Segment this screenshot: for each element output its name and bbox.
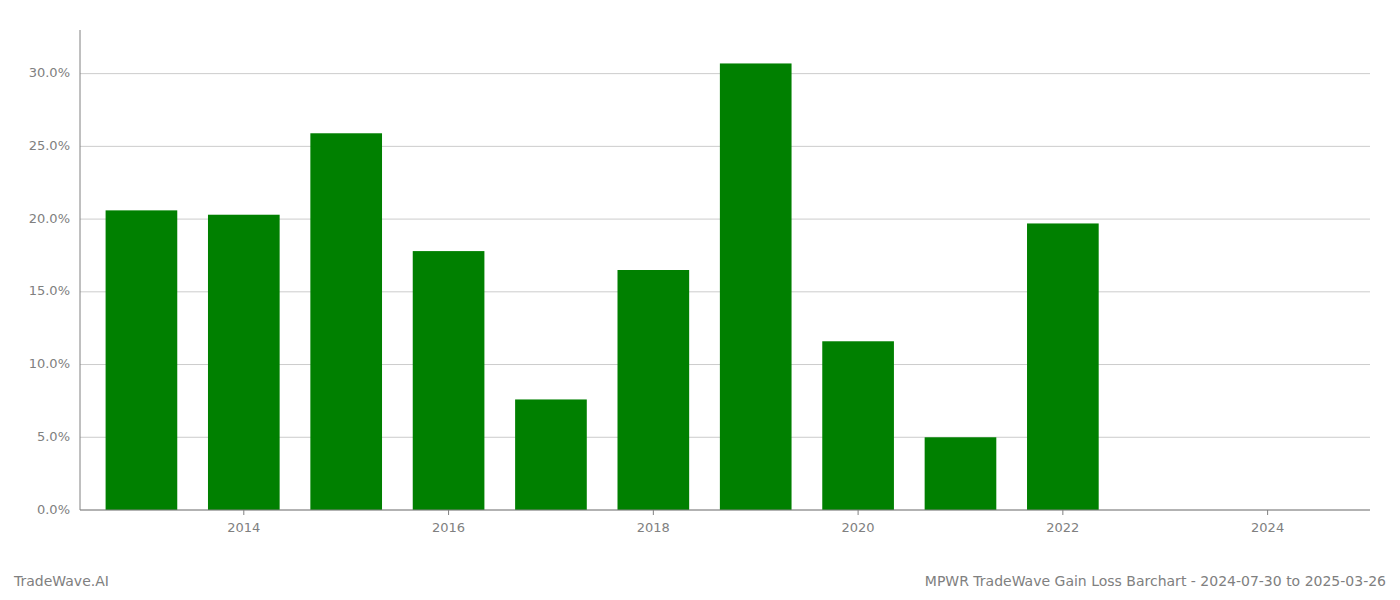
x-tick (1267, 510, 1268, 515)
x-tick-label: 2022 (1046, 520, 1079, 535)
y-tick-label: 0.0% (37, 502, 70, 517)
x-tick-label: 2024 (1251, 520, 1284, 535)
x-axis-line (80, 510, 1370, 511)
bar (515, 399, 587, 510)
y-tick-label: 10.0% (29, 356, 70, 371)
y-tick-label: 5.0% (37, 429, 70, 444)
y-axis: 0.0% 5.0% 10.0% 15.0% 20.0% 25.0% 30.0% (29, 30, 80, 517)
x-tick-label: 2014 (227, 520, 260, 535)
bar (208, 215, 280, 510)
x-tick (448, 510, 449, 515)
bar (1027, 223, 1099, 510)
bar (618, 270, 690, 510)
bar (310, 133, 382, 510)
x-tick (243, 510, 244, 515)
bar (720, 63, 792, 510)
footer-text: MPWR TradeWave Gain Loss Barchart - 2024… (925, 573, 1386, 589)
y-tick-label: 25.0% (29, 138, 70, 153)
chart: 0.0%5.0%10.0%15.0%20.0%25.0%30.0%2014201… (0, 0, 1400, 600)
y-tick-label: 30.0% (29, 65, 70, 80)
x-tick-label: 2020 (842, 520, 875, 535)
x-tick (653, 510, 654, 515)
footer-text: TradeWave.AI (13, 573, 109, 589)
x-tick (858, 510, 859, 515)
bar (925, 437, 997, 510)
y-tick-label: 20.0% (29, 211, 70, 226)
bar (822, 341, 894, 510)
bars (106, 63, 1099, 510)
y-axis-line (80, 30, 81, 510)
bar (413, 251, 485, 510)
bar (106, 210, 178, 510)
x-tick-label: 2016 (432, 520, 465, 535)
grid-line (80, 510, 1370, 511)
y-tick-label: 15.0% (29, 283, 70, 298)
x-tick-label: 2018 (637, 520, 670, 535)
x-axis: 2014 2016 2018 2020 2022 2024 (80, 510, 1370, 535)
x-tick (1062, 510, 1063, 515)
